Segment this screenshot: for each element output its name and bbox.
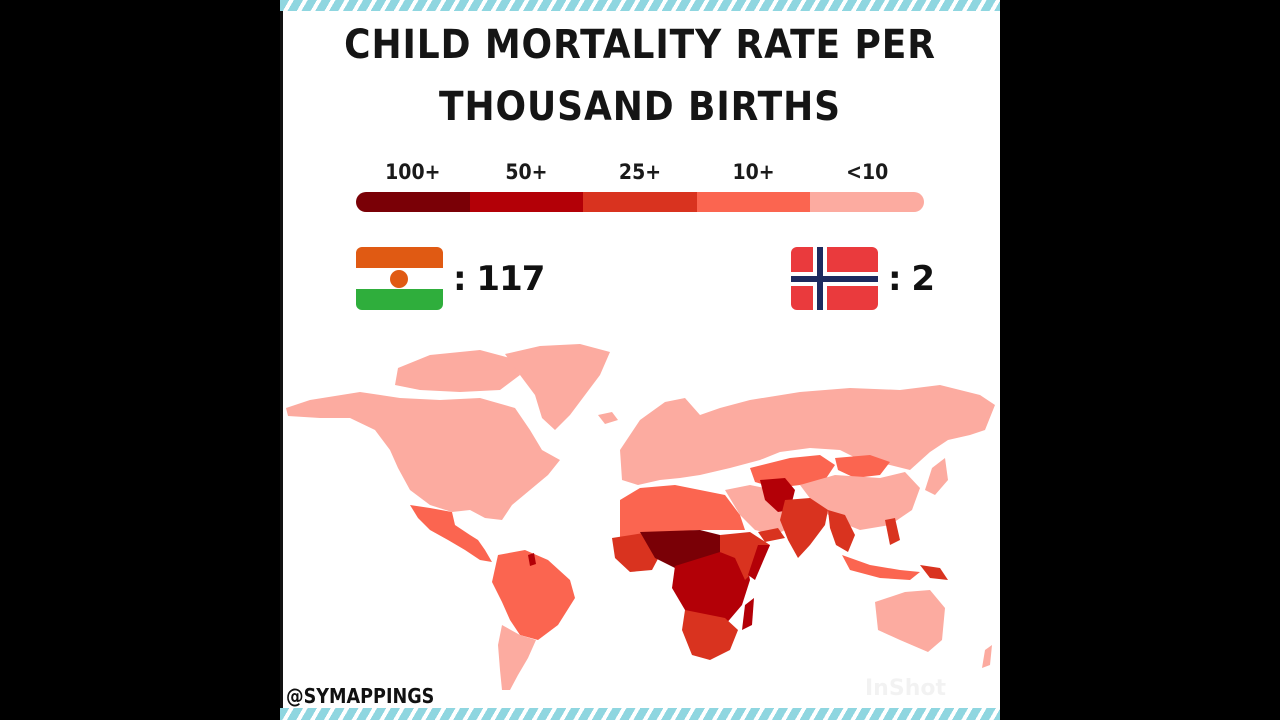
region-mongolia — [835, 455, 890, 478]
niger-flag-icon — [356, 247, 443, 310]
bottom-stripe-border — [280, 708, 1000, 720]
region-central-africa — [672, 552, 750, 630]
region-png — [920, 565, 948, 580]
legend-label: 100+ — [385, 160, 441, 184]
color-legend: 100+ 50+ 25+ 10+ <10 — [356, 160, 924, 212]
region-south-america — [492, 550, 575, 640]
region-horn-of-africa — [720, 532, 770, 580]
infographic-panel: CHILD MORTALITY RATE PER THOUSAND BIRTHS… — [280, 0, 1000, 720]
region-philippines — [885, 518, 900, 545]
legend-color-bar — [356, 192, 924, 212]
legend-swatch — [583, 192, 697, 212]
top-stripe-border — [280, 0, 1000, 11]
region-australia — [875, 590, 945, 652]
region-indonesia — [842, 555, 920, 580]
lowest-country: : 2 — [791, 247, 935, 310]
region-north-america — [286, 392, 560, 520]
legend-label: 25+ — [618, 160, 662, 184]
legend-swatch — [810, 192, 924, 212]
legend-swatch — [356, 192, 470, 212]
region-japan — [925, 458, 948, 495]
region-india — [780, 498, 828, 558]
app-watermark: InShot — [865, 676, 946, 701]
highest-country: : 117 — [356, 247, 545, 310]
region-madagascar — [742, 598, 754, 630]
region-southern-cone — [498, 625, 536, 690]
legend-swatch — [469, 192, 584, 212]
region-canada-islands — [395, 350, 520, 392]
norway-flag-icon — [791, 247, 878, 310]
region-southern-africa — [682, 610, 738, 660]
region-north-africa — [620, 485, 745, 538]
niger-value: : 117 — [453, 258, 545, 299]
title-line-2: THOUSAND BIRTHS — [439, 84, 841, 130]
legend-label: 50+ — [505, 160, 548, 184]
credit-handle: @SYMAPPINGS — [286, 684, 435, 708]
title-line-1: CHILD MORTALITY RATE PER — [344, 22, 936, 68]
region-mexico — [410, 505, 492, 562]
region-iceland — [598, 412, 618, 424]
region-southeast-asia — [828, 510, 855, 552]
legend-label: 10+ — [732, 160, 775, 184]
legend-label: <10 — [846, 160, 889, 184]
world-map — [286, 344, 995, 690]
region-somalia — [748, 545, 770, 580]
region-guyana — [528, 553, 536, 566]
region-new-zealand — [982, 645, 992, 668]
region-europe-russia — [620, 385, 995, 485]
left-edge — [280, 11, 283, 708]
region-yemen — [758, 528, 785, 542]
region-greenland — [505, 344, 610, 430]
page-title: CHILD MORTALITY RATE PER THOUSAND BIRTHS — [316, 14, 964, 138]
legend-swatch — [696, 192, 811, 212]
norway-value: : 2 — [888, 258, 935, 299]
